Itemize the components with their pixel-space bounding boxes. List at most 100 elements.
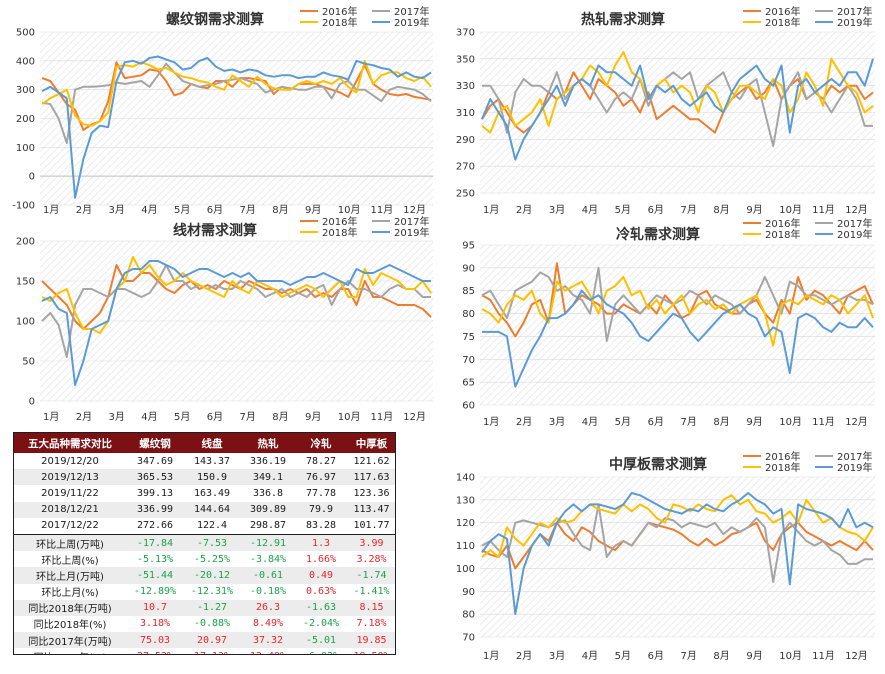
wire-chart-svg: 线材需求测算 0 50 100 150 200 1月 2月 3月 4月 5月 6月 7月 8月 9月 10月 1… — [16, 215, 433, 423]
row-value: 19.85 — [346, 632, 395, 649]
x-tick-label: 7月 — [681, 650, 697, 662]
table-row: 环比上月(万吨) -51.44 -20.12 -0.61 0.49 -1.74 — [14, 567, 395, 584]
row-label: 同比2017年(%) — [14, 648, 126, 654]
y-tick-label: 120 — [456, 518, 475, 529]
x-tick-label: 4月 — [141, 411, 157, 423]
x-tick-label: 12月 — [403, 204, 426, 216]
row-value: 1.3 — [296, 533, 346, 552]
table-row: 同比2017年(%)27.52%17.13%12.49%-6.02%19.50% — [14, 648, 395, 654]
x-tick-label: 1月 — [483, 416, 499, 428]
legend-label: 2018年 — [765, 228, 800, 241]
row-value: 77.78 — [305, 487, 337, 499]
row-value: 76.97 — [296, 469, 346, 486]
row-value: -1.63 — [296, 599, 346, 616]
x-tick-label: 6月 — [207, 411, 223, 423]
row-label: 环比上月(%) — [41, 588, 99, 600]
row-value: 144.64 — [184, 501, 240, 518]
y-tick-label: 90 — [462, 263, 475, 274]
x-tick-label: 6月 — [648, 650, 664, 662]
demand-comparison-table: 五大品种需求对比 螺纹钢 线盘 热轧 冷轧 中厚板 2019/12/20 347.… — [13, 432, 396, 655]
legend-label: 2016年 — [765, 217, 800, 230]
row-value: 150.9 — [184, 469, 240, 486]
row-label: 同比2018年(万吨) — [14, 599, 126, 616]
x-tick-label: 5月 — [615, 416, 631, 428]
x-tick-label: 8月 — [713, 416, 729, 428]
legend-label: 2017年 — [837, 5, 872, 18]
x-tick-label: 10月 — [779, 416, 802, 428]
y-tick-label: 350 — [456, 54, 475, 65]
row-value: 0.63% — [305, 586, 337, 598]
y-tick-label: 100 — [456, 564, 475, 575]
y-tick-label: 65 — [462, 378, 475, 389]
table-row: 2019/12/13 365.53 150.9 349.1 76.97 117.63 — [14, 469, 395, 486]
row-value: 143.37 — [193, 455, 231, 467]
series-line-2019年 — [41, 260, 431, 386]
x-tick-label: 10月 — [779, 650, 802, 662]
y-tick-label: 200 — [16, 237, 35, 248]
series-line-2019年 — [482, 289, 874, 388]
table-row: 环比上月(%) -12.89% -12.31% -0.18% 0.63% -1.41% — [14, 584, 395, 600]
row-value: -17.84 — [126, 533, 184, 552]
row-value: 1.66% — [305, 553, 337, 565]
x-tick-label: 6月 — [648, 204, 664, 216]
y-tick-label: 270 — [456, 162, 475, 173]
row-value: -12.89% — [133, 586, 177, 598]
row-value: -1.74 — [346, 567, 395, 584]
legend-label: 2019年 — [837, 228, 872, 241]
x-tick-label: 11月 — [371, 411, 394, 423]
x-tick-label: 2月 — [516, 416, 532, 428]
x-tick-label: 10月 — [338, 204, 361, 216]
row-value: 365.53 — [126, 469, 184, 486]
y-tick-label: 85 — [462, 286, 475, 297]
y-tick-label: 100 — [16, 143, 35, 154]
header-plate: 中厚板 — [346, 433, 395, 453]
y-tick-label: 110 — [456, 541, 475, 552]
series-line-2018年 — [41, 256, 432, 334]
table-row: 环比上周(万吨) -17.84 -7.53 -12.91 1.3 3.99 — [14, 533, 395, 552]
x-tick-label: 3月 — [109, 411, 125, 423]
y-tick-label: 70 — [462, 355, 475, 366]
hotroll-chart-svg: 热轧需求测算 250 270 290 310 330 350 370 1月 2月 3月 4月 5月 6月 7… — [456, 5, 875, 216]
x-tick-label: 9月 — [305, 204, 321, 216]
plate-chart-svg: 中厚板需求测算 70 80 90 100 110 120 130 140 1月 2月 3月 4月 5月 6月… — [456, 450, 875, 662]
row-value: 8.15 — [346, 599, 395, 616]
x-tick-label: 7月 — [681, 416, 697, 428]
row-value: 163.49 — [193, 487, 231, 499]
table-row: 同比2018年(万吨) 10.7 -1.27 26.3 -1.63 8.15 — [14, 599, 395, 616]
legend-label: 2017年 — [837, 217, 872, 230]
y-tick-label: 80 — [462, 309, 475, 320]
legend-label: 2018年 — [765, 461, 800, 474]
y-tick-label: 130 — [456, 495, 475, 506]
row-value: 399.13 — [136, 487, 174, 499]
row-value: 83.28 — [305, 520, 337, 532]
chart-title: 冷轧需求测算 — [616, 226, 700, 243]
x-tick-label: 3月 — [109, 204, 125, 216]
x-tick-label: 12月 — [845, 650, 868, 662]
row-value: -1.41% — [353, 586, 390, 598]
x-tick-label: 1月 — [43, 204, 59, 216]
x-tick-label: 11月 — [812, 650, 835, 662]
y-tick-label: 0 — [29, 172, 35, 183]
legend-label: 2019年 — [837, 16, 872, 29]
row-value: 3.18% — [139, 618, 171, 630]
x-tick-label: 9月 — [746, 416, 762, 428]
x-tick-label: 6月 — [207, 204, 223, 216]
x-tick-label: 10月 — [338, 411, 361, 423]
row-value: -5.13% — [136, 553, 174, 565]
legend-label: 2016年 — [322, 215, 357, 228]
row-label: 环比上周(%) — [41, 555, 99, 567]
row-value: -3.84% — [249, 553, 287, 565]
legend-label: 2017年 — [394, 215, 429, 228]
x-tick-label: 1月 — [43, 411, 59, 423]
x-tick-label: 7月 — [681, 204, 697, 216]
y-tick-label: 150 — [16, 277, 35, 288]
row-value: 349.1 — [240, 469, 296, 486]
row-label: 2019/12/20 — [41, 455, 99, 467]
row-value: -1.27 — [184, 599, 240, 616]
row-value: -5.25% — [193, 553, 231, 565]
legend-label: 2018年 — [765, 16, 800, 29]
row-value: 78.27 — [305, 455, 337, 467]
x-tick-label: 3月 — [549, 416, 565, 428]
row-label: 2018/12/21 — [14, 501, 126, 518]
row-value: 101.77 — [353, 520, 390, 532]
